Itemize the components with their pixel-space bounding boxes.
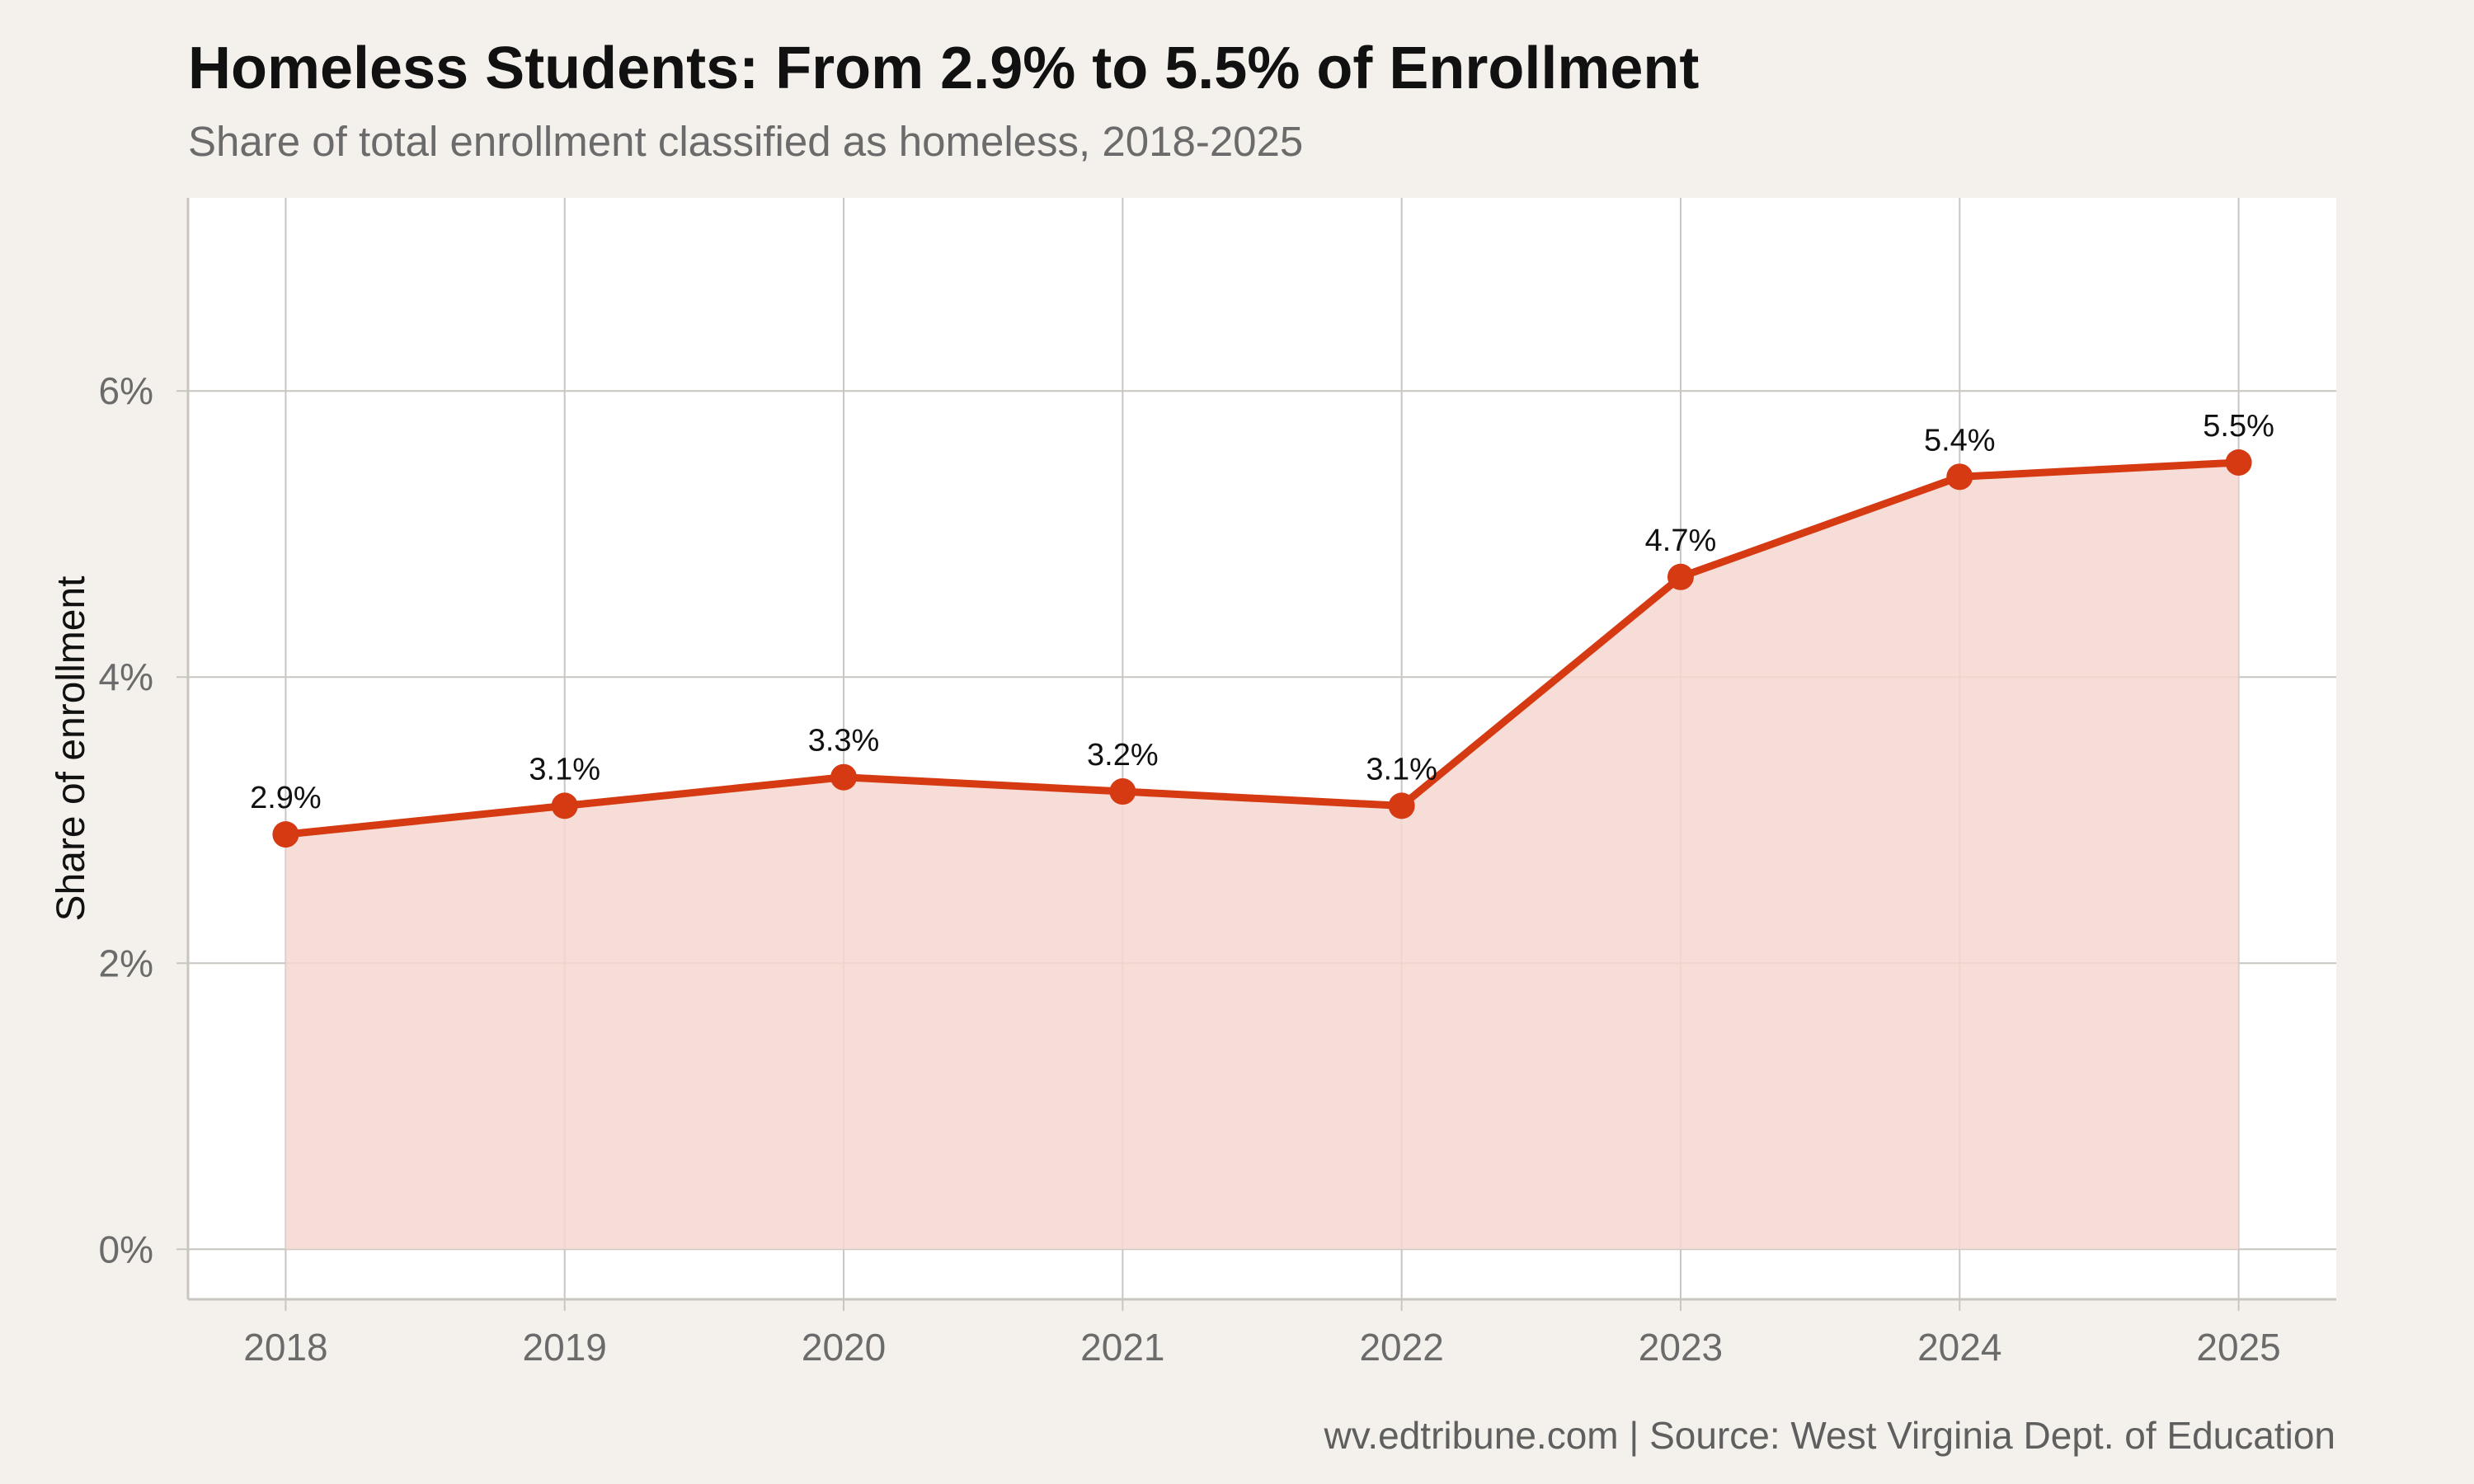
data-point: [1946, 463, 1973, 491]
data-point: [1109, 778, 1136, 805]
x-tick-label: 2020: [802, 1326, 886, 1369]
y-tick-label: 4%: [99, 655, 153, 698]
data-label: 4.7%: [1645, 524, 1717, 558]
area-fill: [285, 462, 2239, 1250]
x-tick-label: 2018: [243, 1326, 327, 1369]
y-tick-label: 0%: [99, 1228, 153, 1270]
series-line: [285, 458, 2239, 838]
x-tick-label: 2021: [1080, 1326, 1164, 1369]
data-label: 3.1%: [529, 752, 600, 787]
data-point: [1667, 563, 1694, 590]
data-labels: 2.9% 3.1% 3.3% 3.2% 3.1% 4.7% 5.4% 5.5%: [250, 409, 2274, 815]
chart-subtitle: Share of total enrollment classified as …: [188, 118, 1304, 165]
x-tick-label: 2024: [1917, 1326, 2001, 1369]
chart-title: Homeless Students: From 2.9% to 5.5% of …: [188, 35, 1700, 101]
data-label: 3.2%: [1087, 738, 1159, 773]
x-tick-label: 2019: [523, 1326, 607, 1369]
x-axis-ticks: 2018 2019 2020 2021 2022 2023 2024 2025: [243, 1299, 2281, 1369]
data-label: 5.5%: [2203, 409, 2274, 444]
data-points: [272, 448, 2252, 848]
y-axis-title: Share of enrollment: [49, 576, 93, 922]
data-label: 2.9%: [250, 781, 322, 815]
data-point: [1388, 792, 1415, 819]
data-label: 3.3%: [808, 724, 880, 758]
y-axis-ticks: 0% 2% 4% 6%: [99, 369, 188, 1270]
data-point: [551, 792, 578, 819]
y-tick-label: 6%: [99, 369, 153, 412]
x-tick-label: 2023: [1639, 1326, 1723, 1369]
data-point: [830, 763, 858, 791]
source-caption: wv.edtribune.com | Source: West Virginia…: [1324, 1414, 2335, 1457]
data-point: [272, 821, 299, 848]
data-label: 3.1%: [1366, 752, 1437, 787]
y-tick-label: 2%: [99, 942, 153, 984]
data-label: 5.4%: [1924, 423, 1996, 458]
x-tick-label: 2022: [1359, 1326, 1443, 1369]
x-tick-label: 2025: [2196, 1326, 2280, 1369]
data-point: [2225, 448, 2252, 476]
